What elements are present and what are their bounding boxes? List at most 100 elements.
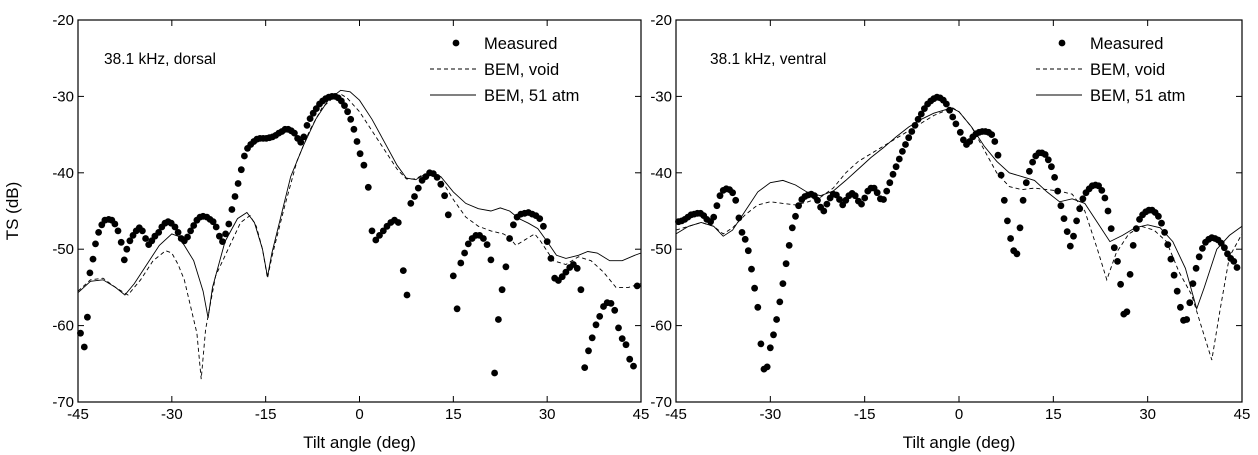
measured-point [1126, 271, 1134, 278]
measured-point [347, 115, 355, 123]
measured-point [241, 152, 248, 160]
y-tick-label: -20 [52, 12, 74, 29]
measured-point [403, 291, 411, 299]
x-tick-label: 45 [633, 406, 650, 423]
measured-point [414, 184, 422, 192]
measured-point [581, 364, 589, 371]
measured-point [577, 286, 585, 294]
measured-point [344, 108, 351, 116]
measured-point [773, 316, 780, 323]
measured-point [407, 200, 415, 207]
measured-point [1177, 303, 1184, 311]
measured-point [1048, 163, 1055, 171]
x-tick-label: -30 [759, 406, 781, 423]
measured-point [120, 256, 128, 264]
measured-point [1060, 215, 1068, 223]
measured-point [949, 113, 957, 121]
measured-point [814, 196, 821, 204]
measured-point [536, 215, 544, 223]
measured-point [1195, 253, 1203, 261]
measured-point [729, 189, 736, 197]
measured-point [573, 264, 581, 272]
measured-point [95, 229, 102, 236]
y-tick-label: -30 [650, 88, 672, 105]
chart-panel-ventral: -45 -30 -15 0 15 30 45 -70 -60 -50 -40 -30 -20 38.1 … [650, 12, 1250, 452]
panel-annotation: 38.1 kHz, ventral [710, 51, 826, 68]
measured-point [1114, 258, 1121, 265]
measured-point [763, 363, 771, 371]
measured-point [228, 206, 236, 213]
measured-point [770, 331, 777, 339]
measured-point [502, 263, 510, 271]
measured-point [498, 286, 506, 294]
legend: Measured BEM, void BEM, 51 atm [430, 35, 579, 105]
measured-point [592, 321, 600, 329]
measured-point [782, 260, 790, 268]
measured-point [171, 223, 179, 231]
measured-point [297, 138, 305, 146]
measured-point [142, 235, 150, 242]
measured-point [1129, 242, 1137, 249]
measured-point [1173, 287, 1181, 295]
measured-point [1164, 241, 1172, 249]
measured-point [1189, 280, 1197, 287]
measured-point [1063, 228, 1071, 236]
measured-point [779, 280, 787, 287]
measured-point [751, 284, 758, 292]
measured-point [77, 329, 84, 337]
measured-point [411, 193, 418, 200]
y-tick-label: -60 [650, 318, 672, 335]
bem-void-line [675, 107, 1243, 361]
measured-point [956, 128, 964, 136]
measured-point [1221, 244, 1228, 252]
measured-point [437, 180, 445, 188]
y-tick-label: -60 [52, 318, 74, 335]
measured-point [757, 340, 765, 348]
measured-point [117, 238, 125, 246]
measured-point [1167, 255, 1175, 263]
measured-point [1230, 258, 1238, 265]
measured-point [558, 273, 566, 281]
measured-point [744, 247, 752, 255]
y-tick-label: -40 [52, 165, 74, 182]
measured-point [449, 272, 457, 280]
measured-point [453, 305, 461, 313]
measured-point [190, 222, 198, 229]
legend-label-bem-51atm: BEM, 51 atm [1090, 87, 1185, 105]
measured-point [902, 141, 909, 148]
measured-point [738, 229, 746, 236]
measured-point [748, 265, 755, 273]
measured-point [899, 148, 906, 155]
measured-point [216, 232, 223, 240]
measured-point [886, 179, 894, 187]
measured-point [356, 150, 364, 158]
measured-point [889, 170, 897, 178]
legend-marker-measured [1058, 39, 1066, 47]
measured-point [823, 200, 831, 208]
measured-point [735, 214, 743, 222]
measured-point [713, 202, 721, 210]
measured-point [353, 138, 361, 145]
measured-point [341, 102, 348, 109]
legend-label-bem-void: BEM, void [1090, 61, 1165, 79]
measured-point [943, 100, 950, 108]
measured-point [1019, 196, 1027, 204]
measured-point [394, 219, 402, 226]
measured-point [1057, 202, 1065, 210]
measured-point [464, 240, 472, 248]
measured-point [788, 224, 796, 232]
measured-point [1016, 224, 1024, 232]
measured-point [1022, 179, 1030, 187]
legend-label-bem-51atm: BEM, 51 atm [484, 87, 579, 105]
x-tick-label: -15 [255, 406, 277, 423]
bem-void-line [77, 93, 642, 380]
measured-point [1155, 212, 1162, 220]
measured-point [622, 341, 630, 349]
measured-point [1026, 167, 1033, 175]
legend-label-measured: Measured [484, 35, 557, 53]
measured-point [1123, 308, 1131, 316]
x-tick-label: -45 [665, 406, 687, 423]
series-layer [675, 93, 1243, 373]
measured-point [480, 235, 487, 242]
measured-point [836, 196, 843, 203]
